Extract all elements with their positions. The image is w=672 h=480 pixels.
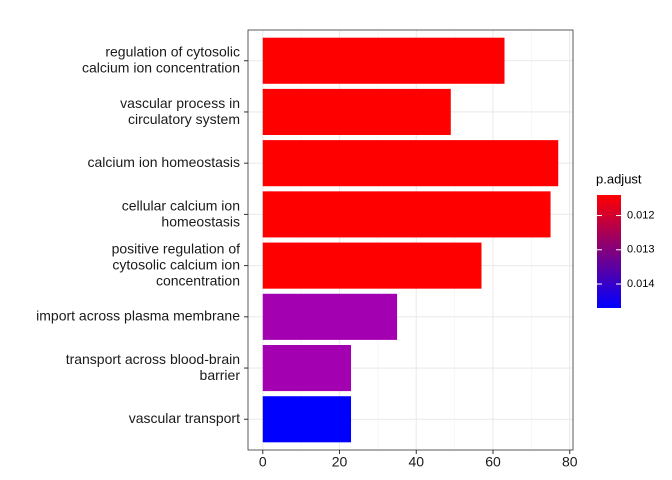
bar: [262, 140, 559, 187]
y-tick-label: import across plasma membrane: [36, 308, 240, 324]
y-tick-label: cellular calcium ion homeostasis: [122, 197, 240, 229]
bar: [262, 345, 352, 392]
bar: [262, 191, 551, 238]
bar: [262, 37, 505, 84]
x-tick-label: 80: [562, 454, 578, 470]
x-tick-label: 40: [408, 454, 424, 470]
colorbar: [597, 195, 621, 308]
y-tick-label: vascular transport: [129, 410, 240, 426]
x-tick-label: 20: [332, 454, 348, 470]
bar: [262, 88, 451, 135]
bars: [262, 37, 559, 443]
y-tick-label: vascular process in circulatory system: [120, 95, 240, 127]
panel-border: [247, 29, 574, 451]
y-tick-label: calcium ion homeostasis: [87, 154, 240, 170]
axes: 0 20 40 60 80 regulation of cytosolic calcium …: [36, 43, 578, 469]
y-tick-label: regulation of cytosolic calcium ion conce…: [82, 43, 240, 75]
bar: [262, 242, 482, 289]
y-tick-label: transport across blood-brain barrier: [66, 351, 241, 383]
colorbar-tick-label: 0.012: [627, 209, 655, 221]
colorbar-tick-label: 0.014: [627, 278, 655, 290]
legend-title: p.adjust: [596, 171, 642, 186]
bar: [262, 396, 352, 443]
y-tick-label: positive regulation of cytosolic calcium …: [112, 240, 241, 288]
x-tick-label: 60: [485, 454, 501, 470]
legend: p.adjust 0.012 0.013 0.014: [596, 171, 655, 308]
bar: [262, 293, 398, 340]
x-tick-label: 0: [259, 454, 267, 470]
colorbar-tick-label: 0.013: [627, 244, 655, 256]
